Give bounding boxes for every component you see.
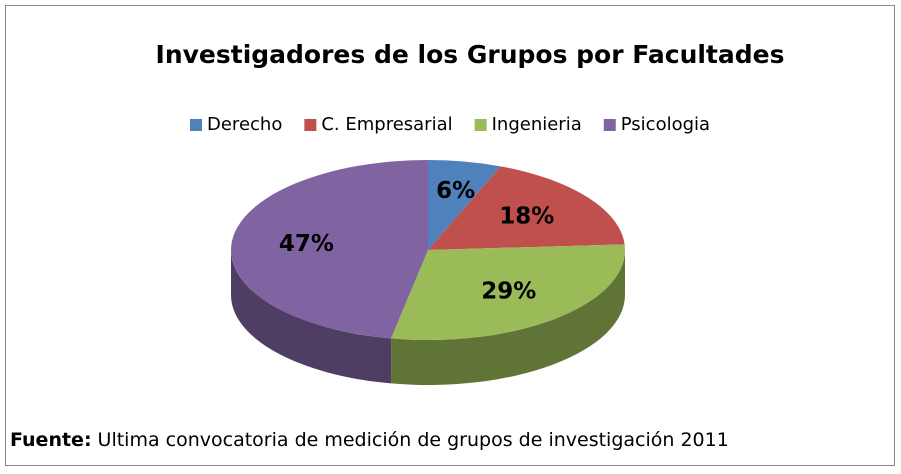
legend-swatch <box>474 119 487 131</box>
slice <box>428 160 501 250</box>
data-label: 18% <box>499 204 554 230</box>
legend-label: Psicologia <box>621 114 710 135</box>
slice <box>391 244 625 340</box>
source-note: Fuente: Ultima convocatoria de medición d… <box>10 429 729 451</box>
legend-swatch <box>304 119 317 131</box>
slice-side <box>391 250 625 385</box>
legend-swatch <box>603 119 616 131</box>
slice <box>230 160 428 339</box>
chart-title: Investigadores de los Grupos por Faculta… <box>156 40 785 69</box>
slice-side <box>231 250 392 384</box>
slice <box>428 166 625 250</box>
pie: 6% 18% 29% 47% <box>230 160 625 385</box>
legend-label: Derecho <box>207 114 282 135</box>
data-label: 6% <box>436 178 475 204</box>
legend-swatch <box>190 119 202 131</box>
data-label: 47% <box>279 231 334 257</box>
legend-label: C. Empresarial <box>321 114 452 135</box>
data-label: 29% <box>481 278 536 304</box>
legend-label: Ingenieria <box>492 114 582 135</box>
source-label: Fuente: <box>10 429 92 451</box>
source-text: Ultima convocatoria de medición de grupo… <box>98 429 729 451</box>
legend: Derecho C. Empresarial Ingenieria Psicologi… <box>190 114 710 135</box>
